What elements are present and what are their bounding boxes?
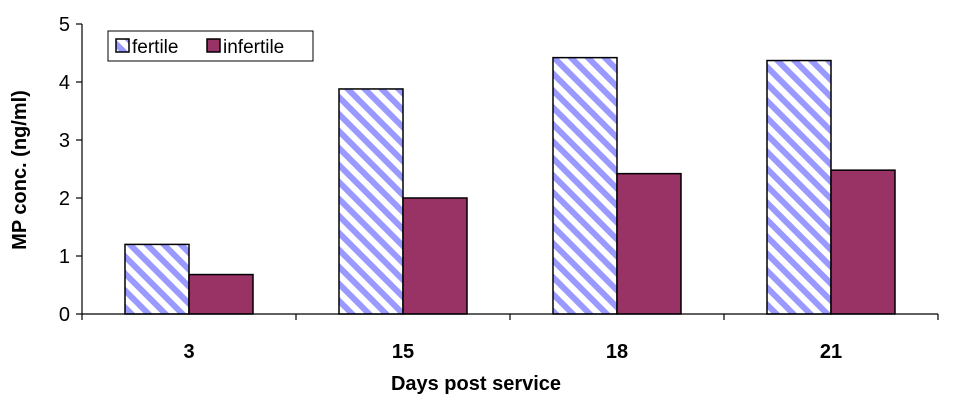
bar-infertile-18: [616, 172, 682, 315]
legend-swatch-infertile: [206, 38, 221, 53]
legend-swatch-fertile: [115, 38, 130, 53]
bars-layer: [124, 56, 896, 315]
y-tick-label-1: 1: [59, 246, 70, 268]
y-tick-label-0: 0: [59, 304, 70, 326]
bar-fertile-3: [124, 243, 190, 315]
y-tick-label-4: 4: [59, 72, 70, 94]
legend-label-infertile: infertile: [223, 37, 284, 58]
bar-fertile-21: [766, 59, 832, 315]
x-tick-label-18: 18: [606, 341, 628, 363]
x-tick-label-3: 3: [183, 341, 194, 363]
x-tick-label-21: 21: [820, 341, 842, 363]
x-tick-label-15: 15: [392, 341, 414, 363]
y-tick-label-2: 2: [59, 188, 70, 210]
bar-infertile-15: [402, 197, 468, 315]
y-tick-label-5: 5: [59, 14, 70, 36]
bar-infertile-21: [830, 169, 896, 315]
bar-fertile-18: [552, 56, 618, 315]
legend-label-fertile: fertile: [132, 37, 178, 58]
axes-layer: 0 1 2 3 4 5 3 15 18 21: [59, 14, 939, 363]
bar-infertile-3: [188, 273, 254, 315]
y-tick-label-3: 3: [59, 130, 70, 152]
bar-fertile-15: [338, 88, 404, 315]
y-axis-title: MP conc. (ng/ml): [9, 90, 31, 250]
x-axis-title: Days post service: [391, 373, 561, 395]
legend: fertile infertile: [107, 30, 314, 62]
